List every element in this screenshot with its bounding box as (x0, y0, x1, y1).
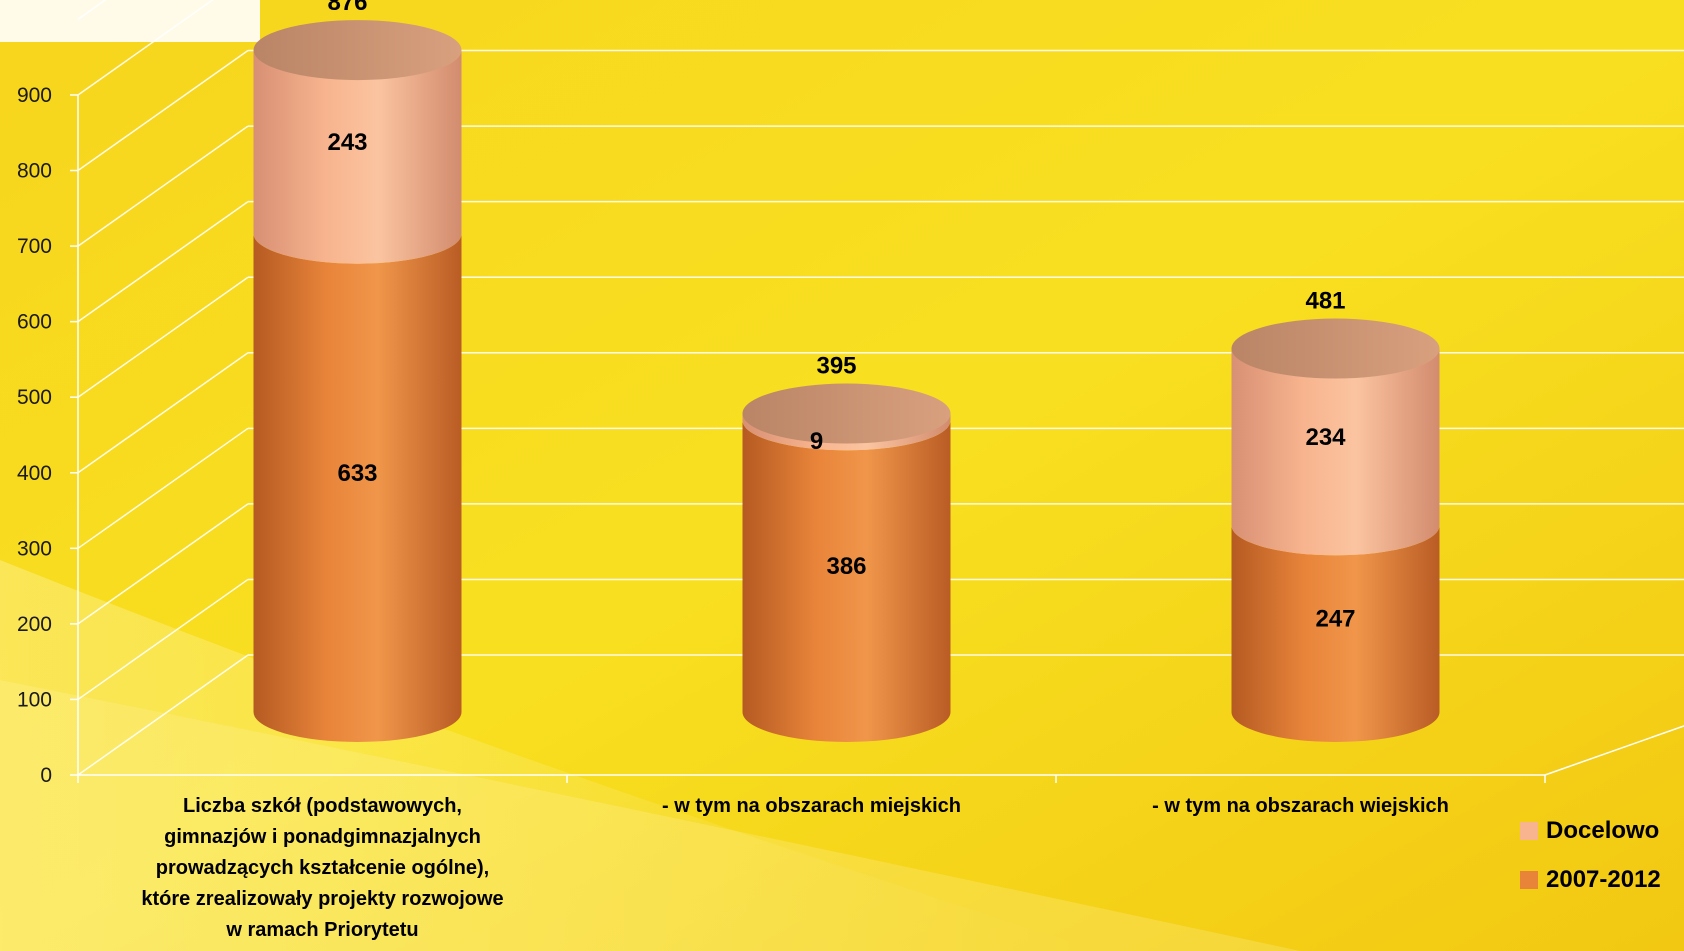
value-label-docelowo: 243 (327, 129, 367, 156)
grid-layer (77, 0, 1684, 776)
category-label: gimnazjów i ponadgimnazjalnych (164, 826, 481, 848)
legend-swatch (1520, 871, 1538, 889)
gridline-diagonal (77, 125, 249, 247)
bar-segment-docelowo (253, 50, 462, 264)
value-label-docelowo: 9 (810, 428, 823, 455)
legend-swatch (1520, 822, 1538, 840)
bar-segment-docelowo (1231, 348, 1440, 556)
value-label-2007-2012: 633 (337, 460, 377, 487)
gridline-diagonal (77, 503, 249, 625)
bar-segment-2007-2012 (742, 420, 951, 743)
cylinder-bar (253, 20, 462, 743)
bar-top-cap (1231, 318, 1440, 379)
bar-top-cap (253, 20, 462, 81)
corner-panel (0, 0, 260, 42)
category-label: - w tym na obszarach wiejskich (1152, 795, 1449, 817)
background-glow (0, 560, 1100, 951)
total-label: 395 (816, 353, 856, 380)
legend-label: Docelowo (1546, 817, 1659, 844)
bar-segment-2007-2012 (253, 233, 462, 743)
y-tick-label: 400 (17, 462, 52, 485)
y-tick-label: 800 (17, 160, 52, 183)
value-label-2007-2012: 386 (826, 553, 866, 580)
category-label: które zrealizowały projekty rozwojowe (141, 888, 503, 910)
bar-top-cap (742, 383, 951, 444)
legend-label: 2007-2012 (1546, 866, 1661, 893)
gridline-diagonal (77, 654, 249, 776)
gridline-diagonal (77, 0, 214, 96)
y-tick-label: 900 (17, 84, 52, 107)
cylinder-bar (1231, 318, 1440, 743)
floor-edge (1544, 725, 1684, 776)
total-label: 481 (1305, 288, 1345, 315)
y-tick-label: 500 (17, 386, 52, 409)
category-label: - w tym na obszarach miejskich (662, 795, 961, 817)
background-glow-2 (0, 680, 1300, 951)
legend: Docelowo 2007-2012 (1520, 817, 1661, 893)
gridline-diagonal (77, 201, 249, 323)
y-tick-label: 0 (40, 764, 52, 787)
axis-layer: 0 100 200 300 400 500 600 700 800 900 (17, 84, 1684, 787)
bar-layer (253, 20, 1440, 743)
category-label: w ramach Priorytetu (225, 919, 418, 941)
total-label: 876 (327, 0, 367, 16)
value-label-2007-2012: 247 (1315, 606, 1355, 633)
y-tick-label: 600 (17, 311, 52, 334)
label-layer: 876 243 633 Liczba szkół (podstawowych, gimn… (141, 0, 1449, 941)
category-label: Liczba szkół (podstawowych, (183, 795, 462, 817)
gridline-diagonal (77, 578, 249, 701)
cylinder-bar (742, 383, 951, 743)
y-tick-label: 100 (17, 688, 52, 711)
gridline-diagonal (77, 276, 249, 398)
bar-segment-2007-2012 (1231, 525, 1440, 743)
gridline-diagonal (77, 49, 249, 172)
gridline-diagonal (77, 352, 249, 474)
y-tick-label: 700 (17, 235, 52, 258)
value-label-docelowo: 234 (1305, 424, 1346, 451)
y-tick-label: 300 (17, 537, 52, 560)
category-label: prowadzących kształcenie ogólne), (156, 857, 489, 879)
gridline-diagonal (77, 427, 249, 549)
y-tick-label: 200 (17, 613, 52, 636)
